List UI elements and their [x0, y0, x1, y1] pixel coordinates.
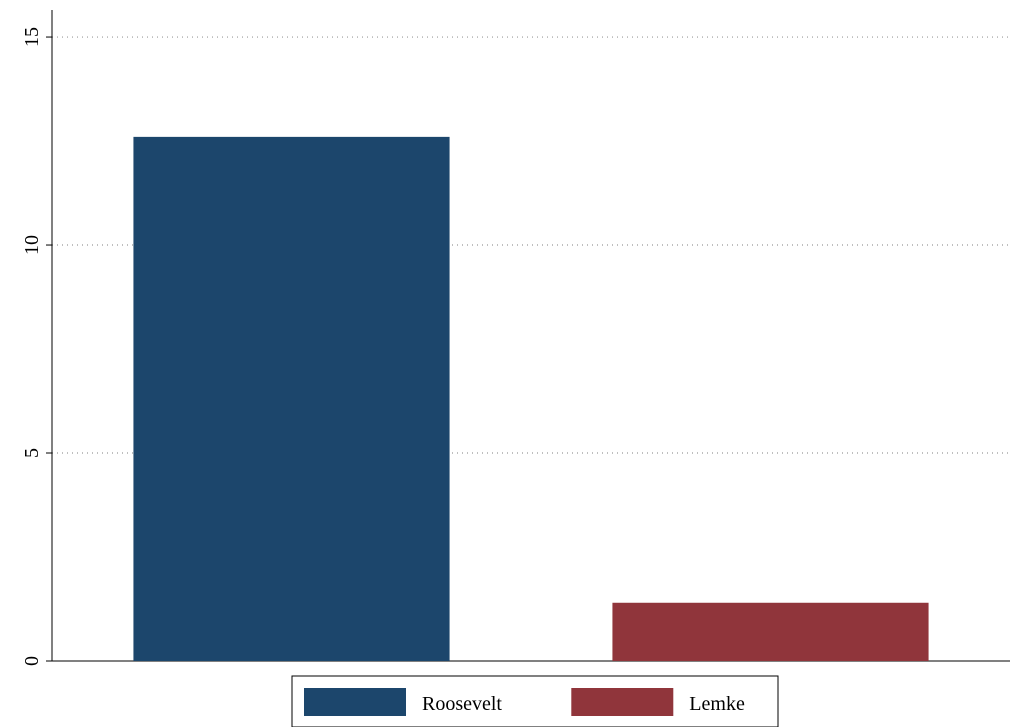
y-tick-label: 10: [21, 235, 43, 255]
legend-label: Lemke: [689, 693, 745, 715]
y-tick-label: 5: [21, 448, 43, 458]
bar: [612, 602, 929, 661]
bar: [133, 136, 450, 662]
y-tick-label: 15: [21, 27, 43, 47]
y-tick-label: 0: [21, 656, 43, 666]
legend-swatch: [571, 688, 674, 716]
legend-label: Roosevelt: [422, 693, 502, 715]
legend-swatch: [304, 688, 406, 716]
